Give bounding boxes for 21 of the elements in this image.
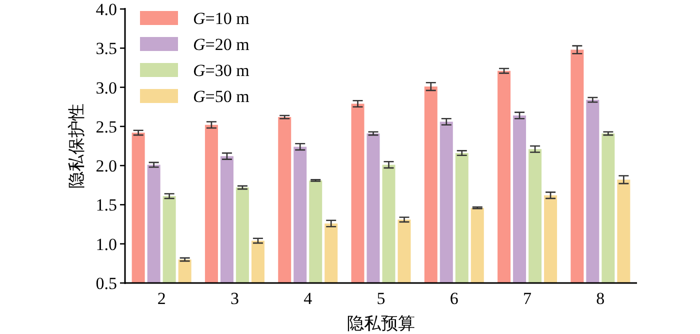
x-tick-label: 4 [304,289,313,308]
y-tick-label: 2.5 [96,117,117,136]
x-axis-title: 隐私预算 [347,314,415,333]
x-tick-label: 2 [157,289,166,308]
legend-label: G=50 m [193,87,250,106]
y-tick-label: 1.0 [96,234,117,254]
x-tick-label: 5 [376,289,386,308]
x-tick-label: 7 [523,289,532,308]
y-axis-title: 隐私保护性 [67,104,86,188]
y-tick-label: 3.5 [96,39,117,58]
y-tick-label: 2.0 [96,156,117,176]
x-tick-label: 8 [596,289,605,308]
x-tick-label: 6 [450,289,458,308]
x-tick-label: 3 [230,289,239,308]
y-tick-label: 3.0 [96,78,117,98]
y-tick-label: 4.0 [96,0,117,19]
legend-label: G=30 m [193,61,250,80]
y-tick-label: 0.5 [96,274,117,293]
legend-label: G=20 m [193,35,250,54]
legend-label: G=10 m [193,9,250,28]
y-tick-label: 1.5 [96,196,117,215]
